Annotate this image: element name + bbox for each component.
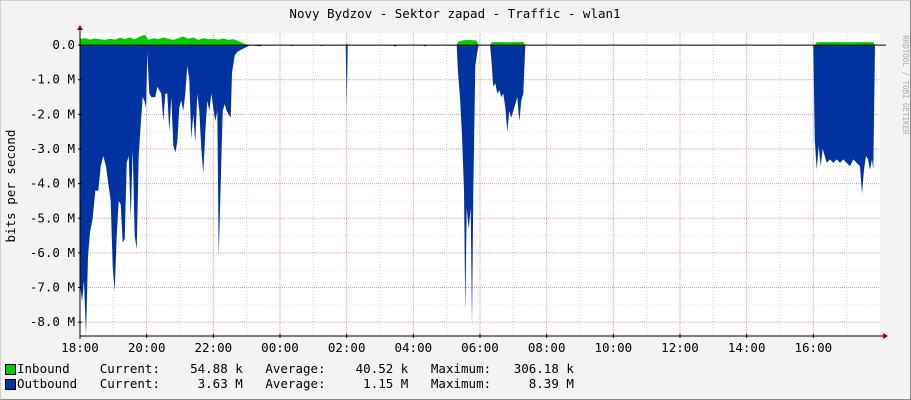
inbound-legend: Inbound Current: 54.88 k Average: 40.52 … [17, 361, 574, 376]
x-tick-label: 04:00 [395, 340, 433, 355]
x-tick-label: 00:00 [261, 340, 299, 355]
x-tick-label: 14:00 [728, 340, 766, 355]
x-tick-label: 06:00 [461, 340, 499, 355]
series-inbound-area [80, 34, 880, 46]
y-tick-label: -6.0 M [30, 245, 75, 260]
y-tick-label: 0.0 [52, 37, 75, 52]
x-tick-label: 20:00 [128, 340, 166, 355]
y-tick-label: -2.0 M [30, 106, 75, 121]
y-tick-label: -8.0 M [30, 314, 75, 329]
x-tick-label: 18:00 [61, 340, 99, 355]
x-tick-label: 02:00 [328, 340, 366, 355]
x-tick-label: 10:00 [595, 340, 633, 355]
y-tick-label: -4.0 M [30, 176, 75, 191]
y-tick-label: -3.0 M [30, 141, 75, 156]
y-tick-label: -1.0 M [30, 72, 75, 87]
outbound-swatch [5, 379, 16, 390]
x-axis-arrow [883, 333, 888, 339]
y-axis-arrow [77, 25, 83, 30]
y-tick-label: -7.0 M [30, 280, 75, 295]
x-tick-label: 08:00 [528, 340, 566, 355]
inbound-swatch [5, 364, 16, 375]
series-outbound-area [80, 45, 880, 336]
y-axis-label: bits per second [3, 130, 18, 243]
rrdtool-watermark: RRDTOOL / TOBI OETIKER [901, 35, 910, 135]
x-tick-label: 12:00 [661, 340, 699, 355]
x-tick-label: 16:00 [795, 340, 833, 355]
chart-title: Novy Bydzov - Sektor zapad - Traffic - w… [289, 6, 620, 21]
outbound-legend: Outbound Current: 3.63 M Average: 1.15 M… [17, 376, 574, 391]
x-tick-label: 22:00 [195, 340, 233, 355]
y-tick-label: -5.0 M [30, 210, 75, 225]
